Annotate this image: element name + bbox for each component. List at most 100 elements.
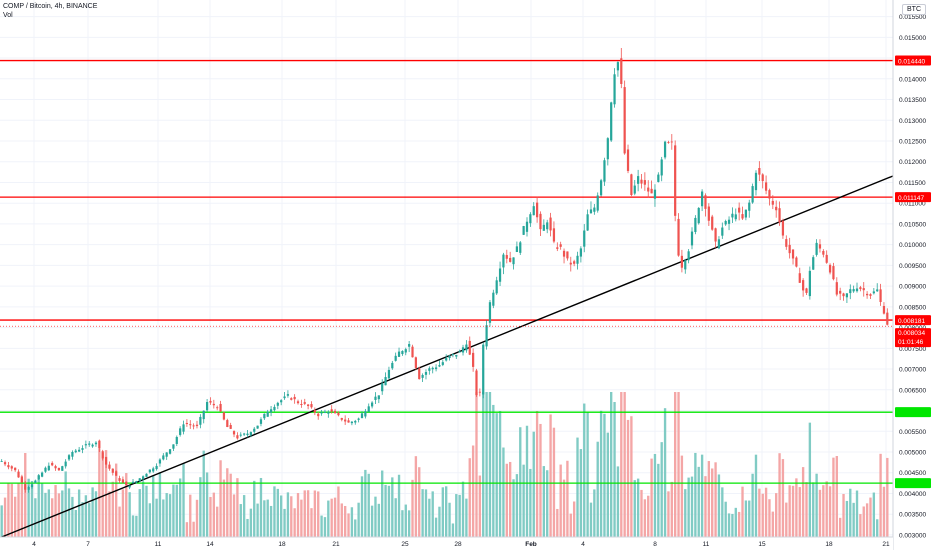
candle-body-243 <box>818 244 822 249</box>
candle-body-118 <box>397 351 401 357</box>
candle-227 <box>764 175 768 195</box>
candle-body-34 <box>115 471 118 476</box>
candle-256 <box>862 282 865 297</box>
volume-bar-175 <box>589 502 593 537</box>
candle-196 <box>660 156 663 182</box>
candle-166 <box>559 241 562 250</box>
candle-body-33 <box>111 468 114 473</box>
volume-bar-237 <box>798 487 801 537</box>
candle-body-85 <box>286 394 290 396</box>
candle-body-218 <box>734 214 737 220</box>
candle-body-108 <box>364 411 367 417</box>
volume-bar-144 <box>485 392 488 537</box>
candle-217 <box>731 207 734 223</box>
volume-bar-150 <box>505 463 508 537</box>
candle-143 <box>482 342 485 399</box>
candle-243 <box>818 239 822 253</box>
candle-body-204 <box>687 251 690 261</box>
volume-bar-186 <box>626 419 630 537</box>
candle-251 <box>845 293 849 304</box>
volume-bar-37 <box>125 473 128 537</box>
currency-button[interactable]: BTC <box>902 4 926 15</box>
volume-bar-137 <box>461 481 465 537</box>
candle-body-82 <box>276 402 279 406</box>
candle-221 <box>744 209 747 221</box>
volume-bar-149 <box>502 447 505 537</box>
candle-181 <box>610 101 613 142</box>
candle-body-106 <box>357 418 360 420</box>
candle-54 <box>182 420 185 435</box>
price-tick-11: 0.008500 <box>899 304 926 311</box>
volume-bar-65 <box>219 460 222 537</box>
candle-110 <box>370 401 374 409</box>
candle-body-222 <box>748 202 751 211</box>
time-axis[interactable]: 4 7 11 14 18 21 25 28 Feb 4 8 11 15 18 21 <box>0 536 893 550</box>
volume-bar-95 <box>320 515 323 537</box>
trendline[interactable] <box>1 169 908 538</box>
volume-bar-52 <box>175 484 178 537</box>
candle-body-214 <box>721 227 724 236</box>
candle-126 <box>424 369 428 380</box>
candle-120 <box>404 347 407 356</box>
volume-bar-121 <box>407 510 411 537</box>
candle-10 <box>34 479 37 484</box>
candle-body-217 <box>731 213 734 218</box>
candle-body-230 <box>775 206 778 211</box>
candle-134 <box>451 353 455 358</box>
candle-body-80 <box>269 409 273 413</box>
candle-body-10 <box>34 480 37 483</box>
candle-body-231 <box>778 208 781 223</box>
volume-bar-102 <box>343 505 347 537</box>
candle-body-96 <box>323 411 327 413</box>
candle-8 <box>27 485 30 493</box>
candle-body-29 <box>98 440 101 449</box>
volume-bar-20 <box>67 488 71 537</box>
volume-bar-30 <box>101 452 104 537</box>
candle-body-51 <box>172 444 175 449</box>
candle-2 <box>7 462 10 470</box>
volume-bar-250 <box>842 493 845 537</box>
candle-body-181 <box>610 102 613 141</box>
candle-70 <box>236 432 239 440</box>
candle-20 <box>67 453 71 462</box>
candle-body-27 <box>91 444 94 447</box>
candle-191 <box>643 172 646 191</box>
candle-body-66 <box>222 412 226 420</box>
volume-bar-166 <box>559 464 562 537</box>
candle-12 <box>40 471 44 478</box>
volume-bar-56 <box>189 494 192 537</box>
candle-28 <box>94 441 98 447</box>
candle-body-129 <box>434 367 438 370</box>
candle-39 <box>131 479 135 484</box>
candle-144 <box>485 320 488 350</box>
candle-body-114 <box>384 377 387 386</box>
volume-bar-16 <box>54 485 57 537</box>
time-tick-9: 4 <box>581 541 585 548</box>
candle-body-167 <box>562 250 566 257</box>
price-tick-20: 0.013000 <box>899 118 926 125</box>
candle-48 <box>162 453 165 461</box>
candle-body-166 <box>559 244 562 247</box>
candle-100 <box>337 411 340 417</box>
candle-body-67 <box>226 420 229 428</box>
candle-151 <box>509 251 512 263</box>
candle-body-200 <box>674 145 677 216</box>
candle-136 <box>458 349 461 353</box>
volume-bar-203 <box>684 489 687 537</box>
volume-bar-85 <box>286 492 290 537</box>
candle-body-46 <box>155 465 158 470</box>
candle-body-19 <box>64 461 67 467</box>
volume-bar-221 <box>744 500 748 537</box>
candle-109 <box>367 403 370 413</box>
candle-body-23 <box>78 449 81 452</box>
volume-bar-64 <box>216 506 219 537</box>
volume-bar-99 <box>333 497 337 537</box>
candle-238 <box>802 278 805 297</box>
candle-body-192 <box>647 187 650 192</box>
candle-body-191 <box>643 180 646 185</box>
candle-223 <box>751 183 754 204</box>
time-tick-11: 11 <box>703 541 710 548</box>
price-tick-21: 0.013500 <box>899 97 926 104</box>
